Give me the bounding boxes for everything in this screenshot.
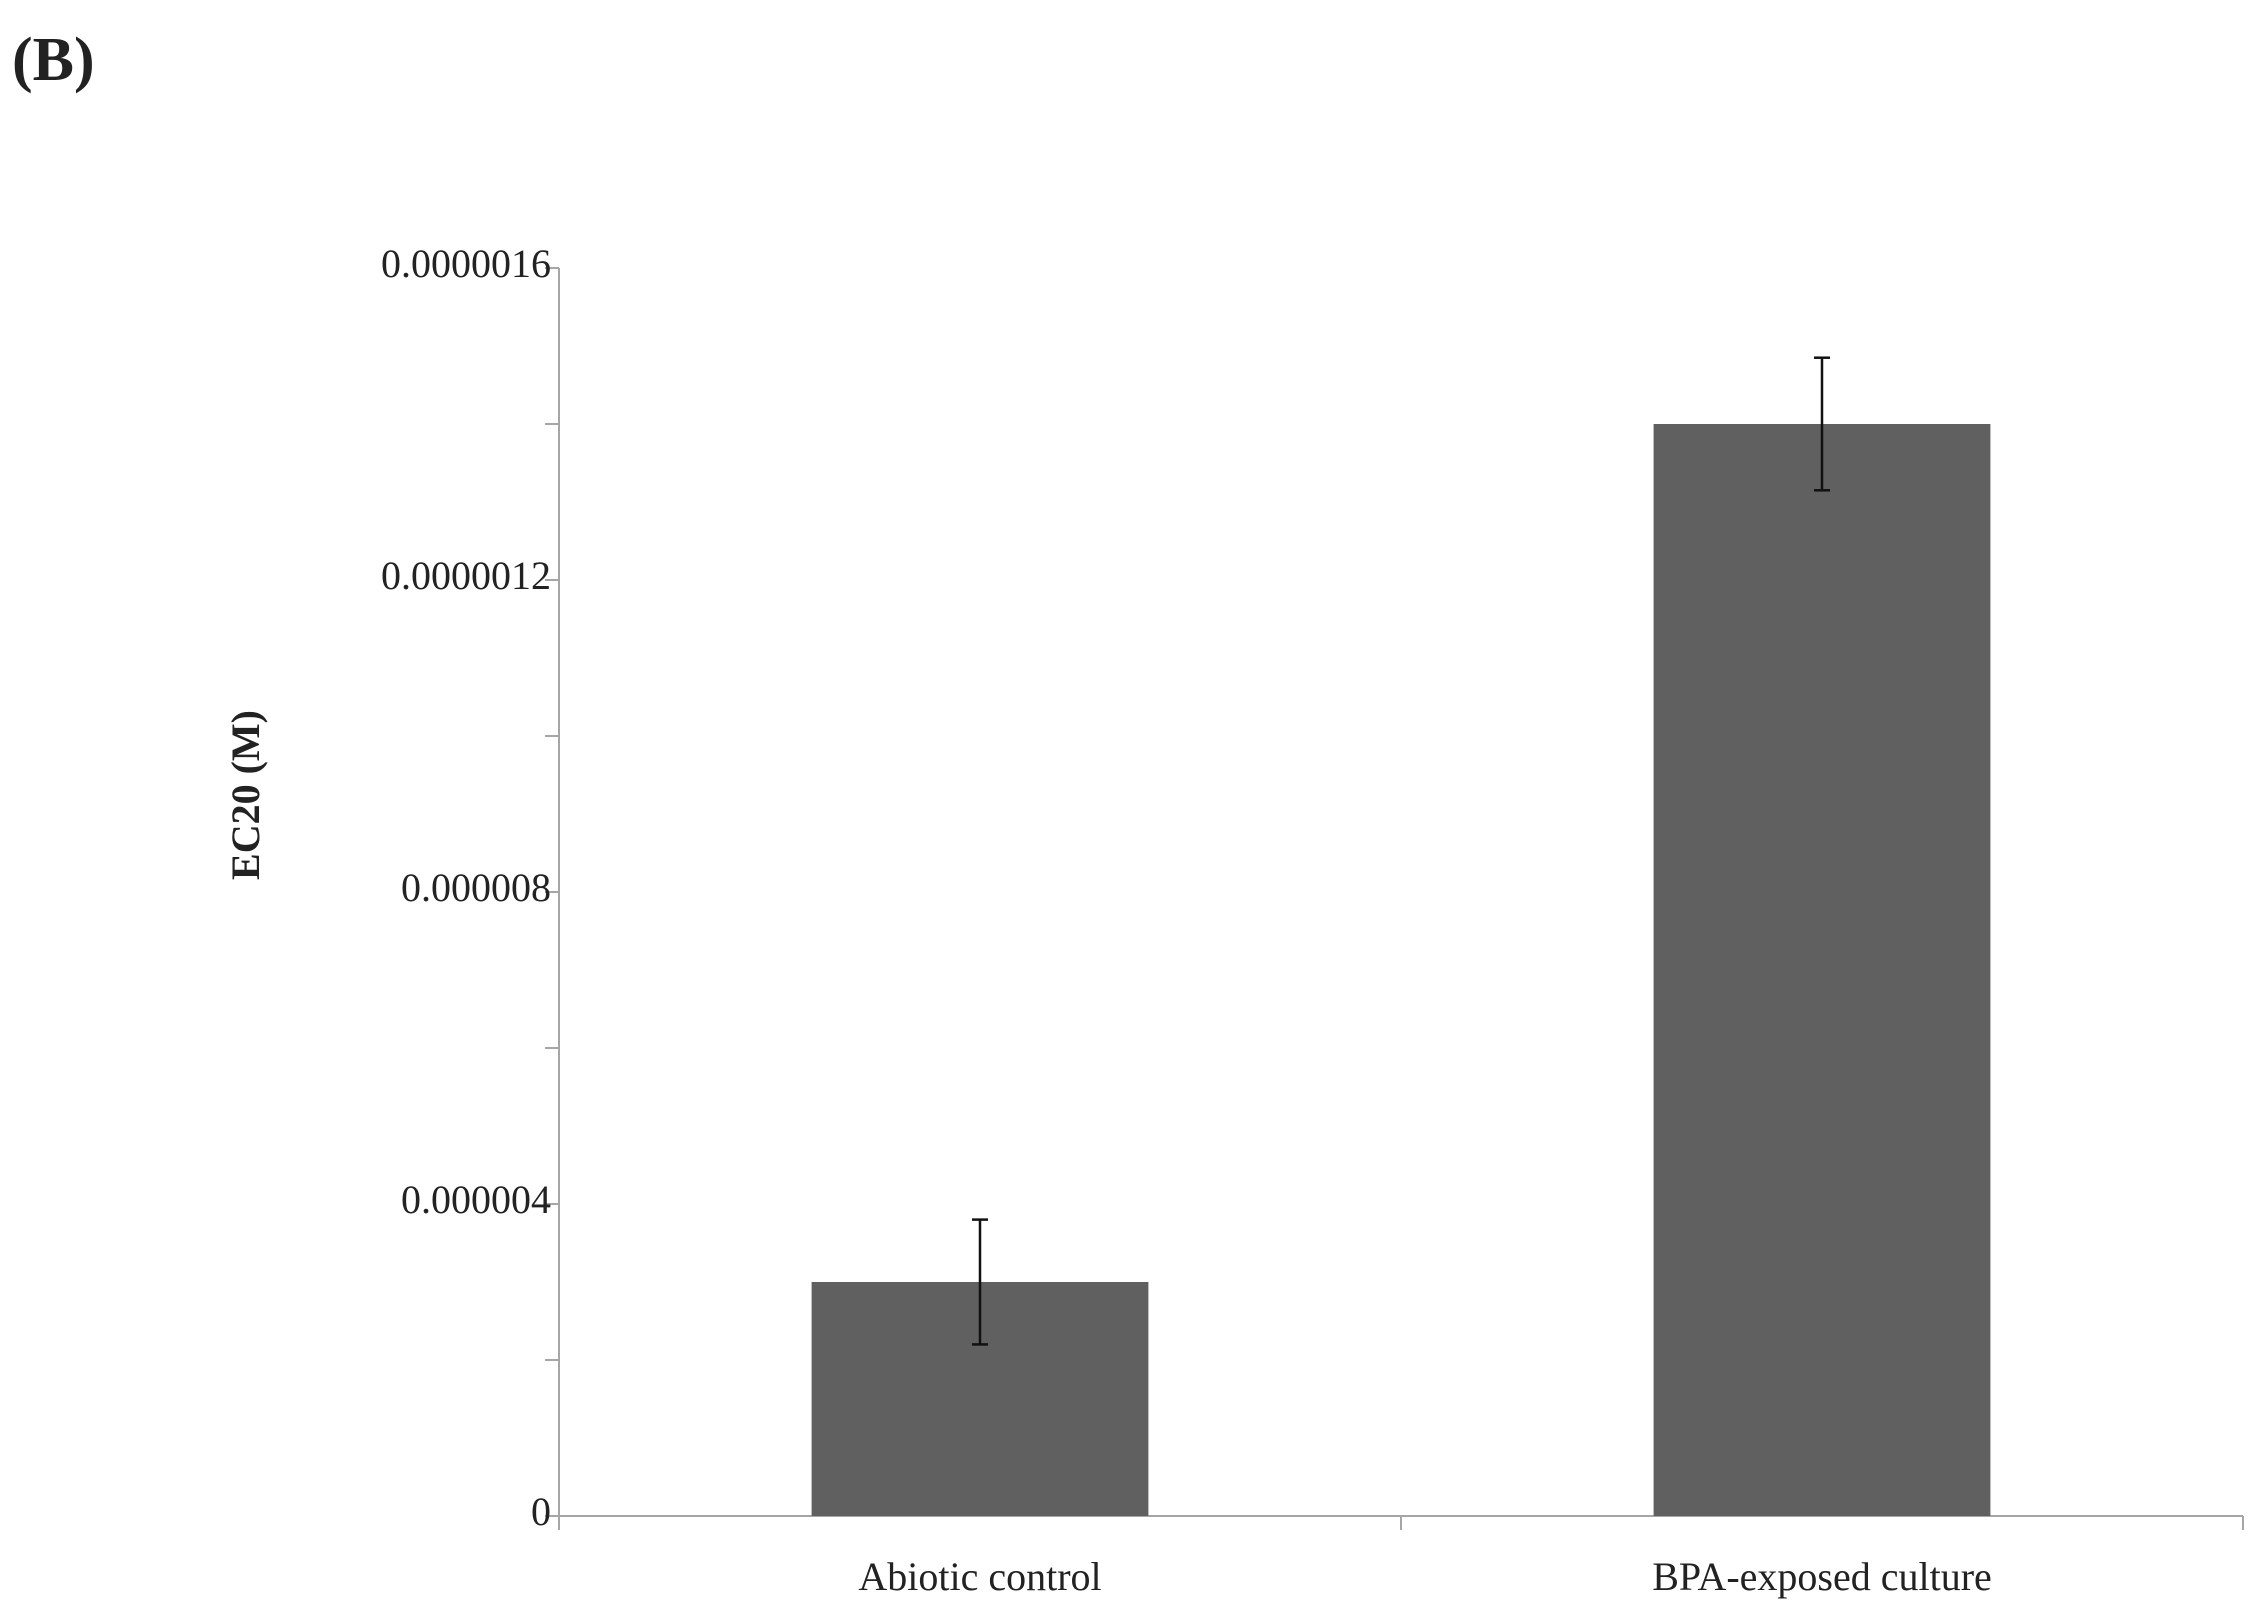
error-bar <box>1814 356 1830 492</box>
bar <box>1653 424 1991 1516</box>
y-axis-label: EC20 (M) <box>223 710 268 880</box>
y-tick-label: 0 <box>531 1489 551 1534</box>
x-tick-label: Abiotic control <box>858 1554 1101 1599</box>
y-tick-label: 0.0000016 <box>381 241 551 286</box>
panel-label: (B) <box>12 26 95 94</box>
x-tick-label: BPA-exposed culture <box>1652 1554 1992 1599</box>
y-tick-label: 0.0000012 <box>381 553 551 598</box>
y-tick-label: 0.000004 <box>401 1177 551 1222</box>
error-bar <box>972 1218 988 1346</box>
y-tick-label: 0.000008 <box>401 865 551 910</box>
